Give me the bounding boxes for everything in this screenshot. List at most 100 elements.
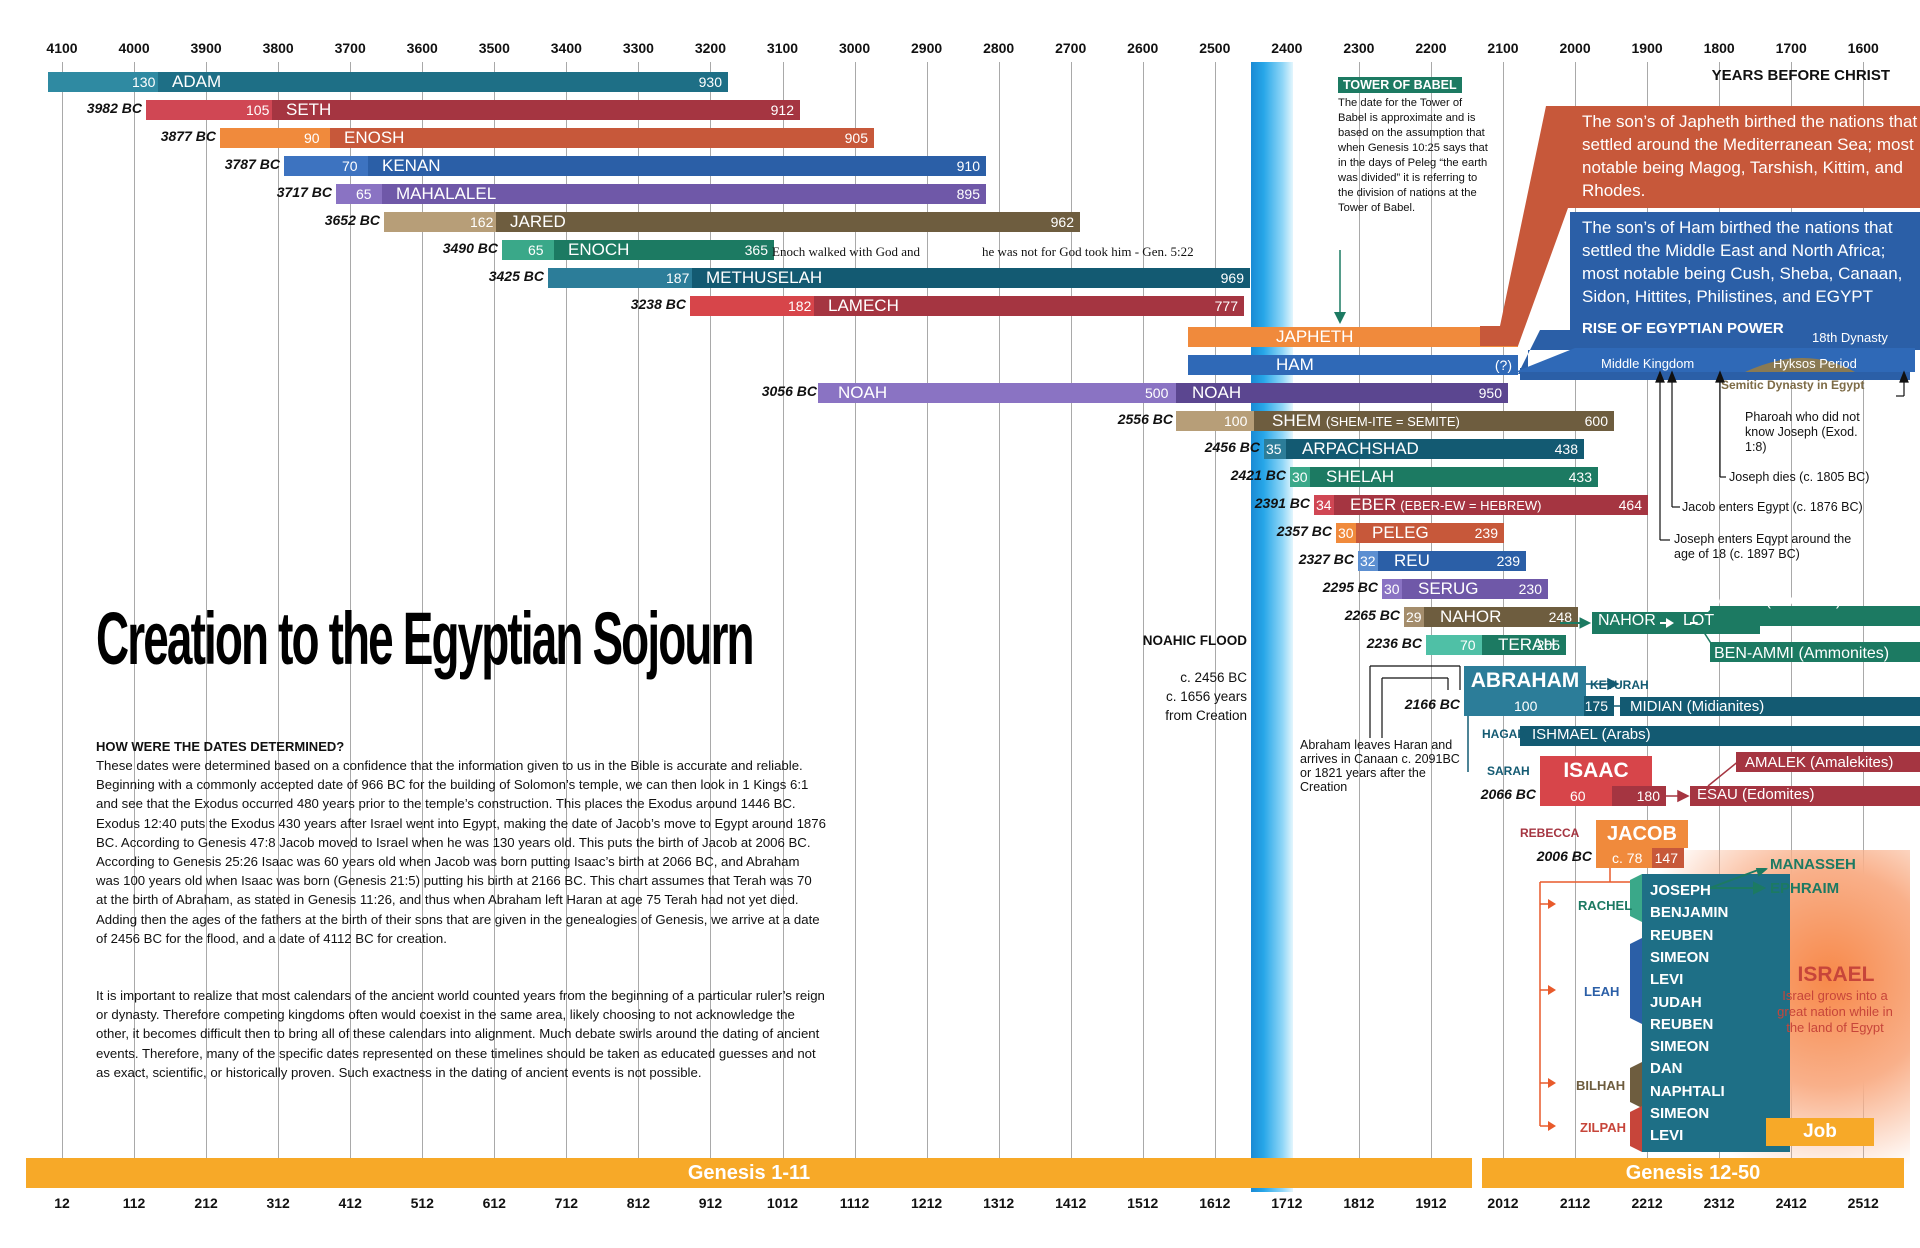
abraham-title: ABRAHAM <box>1464 666 1586 696</box>
pre-begat-segment <box>548 268 692 288</box>
birth-date-label: 2295 BC <box>1322 579 1378 595</box>
tick-label-bc: 1700 <box>1775 40 1807 56</box>
birth-date-label: 2236 BC <box>1366 635 1422 651</box>
begat-age: 35 <box>1266 441 1282 457</box>
begat-age: 65 <box>356 186 372 202</box>
descendant-name: SERUG <box>1418 579 1478 599</box>
zilpah-label: ZILPAH <box>1580 1120 1626 1135</box>
tick-label-bc: 3800 <box>262 40 294 56</box>
israel-text: Israel grows into a great nation while i… <box>1777 988 1893 1035</box>
tick-label-bc: 2200 <box>1415 40 1447 56</box>
tick-label-am: 1612 <box>1199 1195 1231 1211</box>
page-title: Creation to the Egyptian Sojourn <box>96 597 755 680</box>
birth-date-label: 3717 BC <box>276 184 332 200</box>
tick-label-bc: 4000 <box>118 40 150 56</box>
tick-label-am: 612 <box>482 1195 506 1211</box>
tick-label-am: 1712 <box>1271 1195 1303 1211</box>
japheth-info: The son’s of Japheth birthed the nations… <box>1582 112 1918 200</box>
begat-age: 105 <box>246 102 270 118</box>
begat-age: 70 <box>342 158 358 174</box>
birth-date-label: 2456 BC <box>1204 439 1260 455</box>
death-age: 905 <box>844 130 868 146</box>
patriarch-name: LAMECH <box>828 296 899 315</box>
tick-label-bc: 3000 <box>838 40 871 56</box>
patriarch-name: METHUSELAH <box>706 268 823 287</box>
noahic-flood-column <box>1251 62 1293 1192</box>
isaac-branch-lines <box>1666 752 1920 806</box>
flood-years: c. 1656 years <box>1165 689 1247 704</box>
tick-label-am: 1312 <box>983 1195 1015 1211</box>
tick-label-bc: 3600 <box>406 40 438 56</box>
isaac-title: ISAAC <box>1540 756 1652 786</box>
manasseh-label: MANASSEH <box>1770 856 1856 873</box>
lot-branch: LOT <box>1683 612 1715 629</box>
tick-label-am: 1112 <box>839 1195 870 1211</box>
israel-title: ISRAEL <box>1797 963 1875 986</box>
son-of-jacob: LEVI <box>1650 1127 1684 1145</box>
birth-date-label: 2327 BC <box>1298 551 1354 567</box>
son-of-jacob: REUBEN <box>1650 1015 1714 1033</box>
abraham-death: 175 <box>1584 698 1608 714</box>
tick-label-bc: 1900 <box>1631 40 1663 56</box>
isaac-bar: 60 180 <box>1540 786 1666 806</box>
tick-label-am: 2512 <box>1847 1195 1879 1211</box>
gridline <box>422 62 424 1172</box>
pre-begat-segment <box>146 100 272 120</box>
isaac-birth: 2066 BC <box>1480 786 1536 802</box>
descendant-bar-peleg: 30 PELEG 239 <box>1336 523 1504 543</box>
pre-begat-segment <box>336 184 382 204</box>
descendant-name: REU <box>1394 551 1430 571</box>
egypt-dynasty-shape <box>1515 348 1915 372</box>
tick-label-am: 112 <box>122 1195 146 1211</box>
gridline <box>638 62 640 1172</box>
amalek-label: AMALEK (Amalekites) <box>1745 754 1894 771</box>
tick-label-am: 312 <box>266 1195 290 1211</box>
gridline <box>1214 62 1216 1172</box>
shem-name: SHEM (SHEM-ITE = SEMITE) <box>1272 411 1460 432</box>
tick-label-am: 12 <box>54 1195 70 1211</box>
son-of-jacob: DAN <box>1650 1060 1683 1078</box>
pre-begat-segment <box>1290 467 1310 487</box>
death-age: 912 <box>770 102 794 118</box>
birth-date-label: 3425 BC <box>488 268 544 284</box>
flood-from: from Creation <box>1165 708 1247 723</box>
tick-label-am: 2312 <box>1703 1195 1735 1211</box>
gridline <box>782 62 784 1172</box>
birth-date-label: 3787 BC <box>224 156 280 172</box>
death-age: 438 <box>1554 441 1578 457</box>
tick-label-am: 912 <box>698 1195 723 1211</box>
middle-kingdom-label: Middle Kingdom <box>1601 356 1695 371</box>
death-age: 248 <box>1548 609 1572 625</box>
tick-label-am: 1212 <box>911 1195 943 1211</box>
jacob-pre-bar <box>1596 848 1652 868</box>
genesis-12-50-band: Genesis 12-50 <box>1482 1158 1904 1188</box>
tick-label-bc: 3700 <box>334 40 366 56</box>
tick-label-am: 1012 <box>766 1195 799 1211</box>
years-before-christ-label: YEARS BEFORE CHRIST <box>1711 67 1890 84</box>
patriarch-bar-methuselah: 187 METHUSELAH 969 <box>548 268 1250 288</box>
noah-name-2: NOAH <box>1192 383 1242 402</box>
abraham-branch-lines <box>1467 677 1920 772</box>
tower-arrow <box>1334 250 1346 324</box>
begat-age: 32 <box>1360 553 1376 569</box>
descendant-name: EBER (EBER-EW = HEBREW) <box>1350 495 1542 516</box>
pre-begat-segment <box>1314 495 1334 515</box>
death-age: 930 <box>698 74 722 90</box>
tick-label-bc: 2600 <box>1127 40 1159 56</box>
gridline <box>998 62 1000 1172</box>
tick-label-am: 2012 <box>1487 1195 1519 1211</box>
descendant-name: NAHOR <box>1440 607 1501 627</box>
tick-label-bc: 1800 <box>1703 40 1735 56</box>
dates-heading: HOW WERE THE DATES DETERMINED? <box>96 739 345 754</box>
birth-date-label: 2421 BC <box>1230 467 1286 483</box>
dates-paragraph-2: It is important to realize that most cal… <box>96 988 825 1080</box>
genesis-1-11-band: Genesis 1-11 <box>26 1158 1472 1188</box>
job-band: Job <box>1766 1118 1874 1146</box>
descendant-bar-reu: 32 REU 239 <box>1358 551 1526 571</box>
hyksos-label: Hyksos Period <box>1773 356 1857 371</box>
gridline <box>134 62 136 1172</box>
flood-title: NOAHIC FLOOD <box>1142 633 1247 648</box>
rise-egyptian-power: RISE OF EGYPTIAN POWER <box>1582 320 1784 337</box>
death-age: 895 <box>956 186 980 202</box>
pre-begat-segment <box>1358 551 1378 571</box>
